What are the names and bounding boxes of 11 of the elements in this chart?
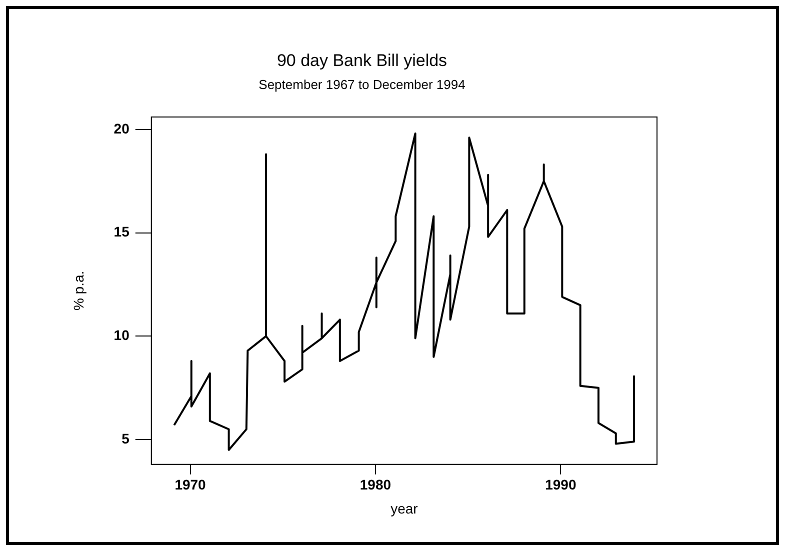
y-tick-label: 10 bbox=[114, 327, 130, 344]
y-tick-label: 5 bbox=[122, 430, 130, 446]
y-tick-label: 15 bbox=[114, 224, 130, 240]
y-axis-title: % p.a. bbox=[70, 270, 86, 311]
x-axis-title: year bbox=[390, 500, 418, 516]
x-tick-label: 1990 bbox=[545, 476, 576, 493]
x-tick-label: 1980 bbox=[360, 476, 392, 493]
x-tick-label: 1970 bbox=[174, 476, 206, 493]
chart-title: 90 day Bank Bill yields bbox=[276, 50, 448, 70]
y-tick-label: 20 bbox=[114, 120, 130, 136]
chart-subtitle: September 1967 to December 1994 bbox=[258, 76, 466, 92]
